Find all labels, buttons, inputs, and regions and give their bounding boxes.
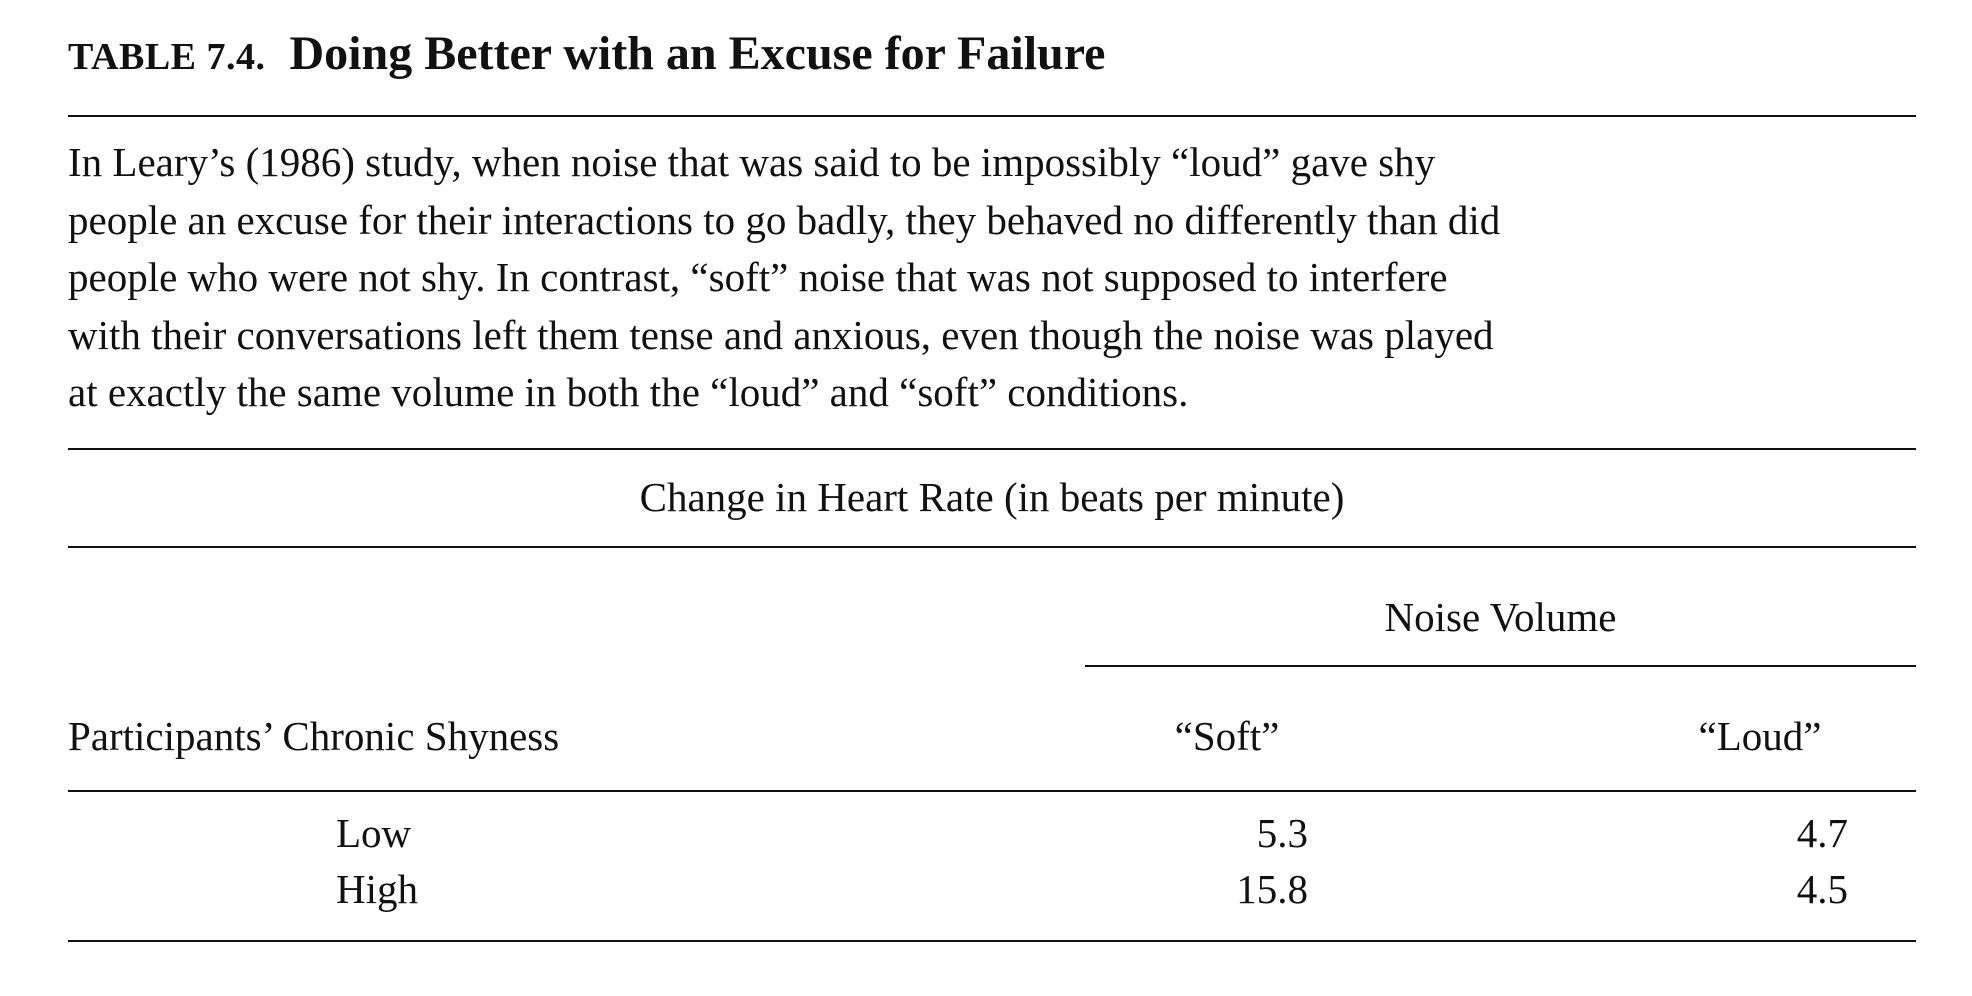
column-group-heading: Noise Volume bbox=[1384, 594, 1617, 640]
column-header-loud: “Loud” bbox=[1698, 713, 1822, 759]
cell-value: 4.7 bbox=[1796, 810, 1848, 856]
caption-line: people who were not shy. In contrast, “s… bbox=[68, 254, 1448, 300]
cell-value: 5.3 bbox=[1256, 810, 1308, 856]
column-group-rule bbox=[1085, 665, 1916, 667]
header-rule bbox=[68, 790, 1916, 792]
caption-line: with their conversations left them tense… bbox=[68, 311, 1494, 358]
table-heading: Doing Better with an Excuse for Failure bbox=[289, 27, 1106, 80]
caption-rule bbox=[68, 448, 1916, 450]
table-label: TABLE 7.4. bbox=[68, 36, 266, 78]
table-caption: In Leary’s (1986) study, when noise that… bbox=[68, 134, 1916, 422]
cell-value: 4.5 bbox=[1796, 866, 1848, 912]
bottom-rule bbox=[68, 940, 1916, 942]
table-title: TABLE 7.4. Doing Better with an Excuse fo… bbox=[68, 30, 1105, 78]
measure-heading: Change in Heart Rate (in beats per minut… bbox=[639, 474, 1345, 520]
top-rule bbox=[68, 115, 1916, 117]
caption-line: In Leary’s (1986) study, when noise that… bbox=[68, 139, 1436, 185]
row-label: High bbox=[336, 866, 418, 912]
cell-value: 15.8 bbox=[1236, 866, 1308, 912]
row-heading: Participants’ Chronic Shyness bbox=[68, 713, 560, 759]
measure-rule bbox=[68, 546, 1916, 548]
caption-line: at exactly the same volume in both the “… bbox=[68, 369, 1189, 415]
caption-line: people an excuse for their interactions … bbox=[68, 196, 1501, 243]
column-header-soft: “Soft” bbox=[1174, 713, 1280, 759]
row-label: Low bbox=[336, 810, 412, 856]
